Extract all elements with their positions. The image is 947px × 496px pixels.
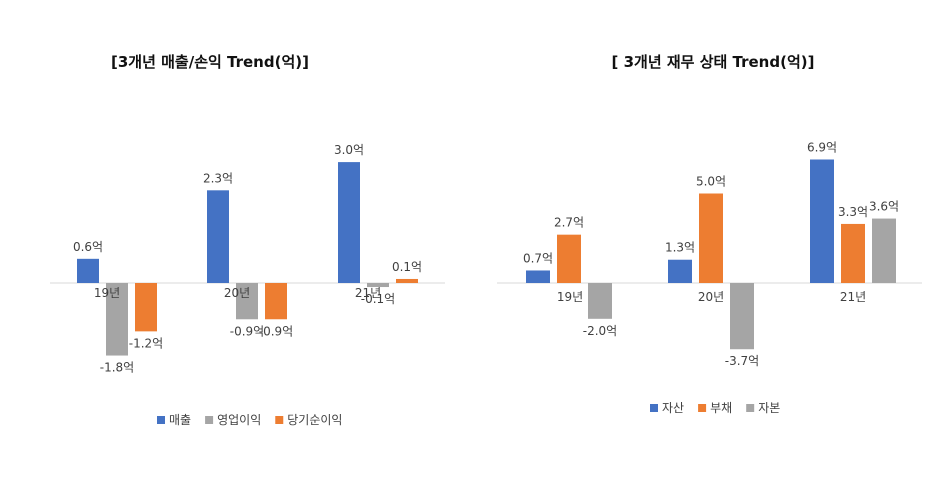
legend-label: 부채 <box>710 401 732 415</box>
legend-label: 자산 <box>662 401 684 415</box>
legend-label: 영업이익 <box>217 413 261 427</box>
legend-label: 당기순이익 <box>287 413 342 427</box>
bar-20년-자본 <box>730 283 754 350</box>
data-label: -0.9억 <box>259 324 293 338</box>
legend-swatch <box>205 416 214 424</box>
data-label: 1.3억 <box>665 241 695 255</box>
chart-title: [3개년 매출/손익 Trend(억)] <box>111 53 309 71</box>
data-label: 3.6억 <box>869 200 899 214</box>
bar-21년-당기순이익 <box>396 278 418 283</box>
chart-title: [ 3개년 재무 상태 Trend(억)] <box>612 53 815 71</box>
data-label: 0.6억 <box>73 240 103 254</box>
legend-swatch <box>157 416 165 424</box>
bar-20년-매출 <box>207 190 229 283</box>
bar-19년-당기순이익 <box>135 283 157 332</box>
data-label: -0.9억 <box>230 324 264 338</box>
legend-swatch <box>746 404 755 412</box>
data-label: 2.7억 <box>554 216 584 230</box>
bar-21년-자본 <box>872 218 896 283</box>
bar-21년-부채 <box>841 223 865 283</box>
data-label: -1.2억 <box>129 336 163 350</box>
bar-21년-매출 <box>338 162 360 283</box>
x-tick-label: 21년 <box>355 286 381 300</box>
bar-19년-자산 <box>526 270 550 283</box>
chart-financial-status: [ 3개년 재무 상태 Trend(억)] 0.7억 1.3억 6.9억 2.7억 5.… <box>497 53 922 415</box>
x-tick-label: 19년 <box>557 290 583 304</box>
chart-sales-profit: [3개년 매출/손익 Trend(억)] 0.6억 2.3억 3.0억 -1.8억 -0… <box>50 53 445 427</box>
data-label: -1.8억 <box>100 361 134 375</box>
data-label: 2.3억 <box>203 171 233 185</box>
legend-label: 자본 <box>758 401 780 415</box>
bar-20년-부채 <box>699 193 723 283</box>
data-label: 0.1억 <box>392 260 422 274</box>
data-label: 0.7억 <box>523 251 553 265</box>
x-tick-label: 21년 <box>840 290 866 304</box>
x-tick-label: 20년 <box>698 290 724 304</box>
bar-19년-자본 <box>588 283 612 319</box>
bar-21년-영업이익 <box>367 283 389 288</box>
legend-swatch <box>275 416 284 424</box>
bar-19년-부채 <box>557 234 581 283</box>
data-label: 6.9억 <box>807 140 837 154</box>
x-tick-label: 20년 <box>224 286 250 300</box>
x-tick-label: 19년 <box>94 286 120 300</box>
data-label: 5.0억 <box>696 175 726 189</box>
bar-21년-자산 <box>810 159 834 283</box>
bar-19년-영업이익 <box>106 283 128 356</box>
data-label: 3.3억 <box>838 205 868 219</box>
legend-swatch <box>650 404 658 412</box>
bar-20년-자산 <box>668 259 692 283</box>
data-label: -2.0억 <box>583 324 617 338</box>
bar-20년-당기순이익 <box>265 283 287 320</box>
bar-19년-매출 <box>77 258 99 283</box>
data-label: -3.7억 <box>725 354 759 368</box>
data-label: 3.0억 <box>334 143 364 157</box>
data-label: -0.1억 <box>361 292 395 306</box>
bar-20년-영업이익 <box>236 283 258 320</box>
legend-label: 매출 <box>169 413 191 427</box>
legend-swatch <box>698 404 707 412</box>
